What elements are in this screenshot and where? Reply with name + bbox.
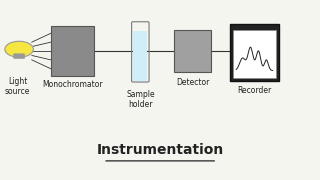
FancyBboxPatch shape <box>51 26 93 76</box>
Text: Recorder: Recorder <box>237 86 272 95</box>
Text: Detector: Detector <box>176 78 209 87</box>
FancyBboxPatch shape <box>133 31 148 81</box>
FancyBboxPatch shape <box>233 30 276 78</box>
Text: Sample
holder: Sample holder <box>126 90 155 109</box>
Text: Light
source: Light source <box>5 77 30 96</box>
Text: Monochromator: Monochromator <box>42 80 102 89</box>
Circle shape <box>5 41 33 57</box>
FancyBboxPatch shape <box>174 30 211 72</box>
FancyBboxPatch shape <box>230 24 279 81</box>
FancyBboxPatch shape <box>14 54 25 59</box>
Text: Instrumentation: Instrumentation <box>97 143 224 157</box>
